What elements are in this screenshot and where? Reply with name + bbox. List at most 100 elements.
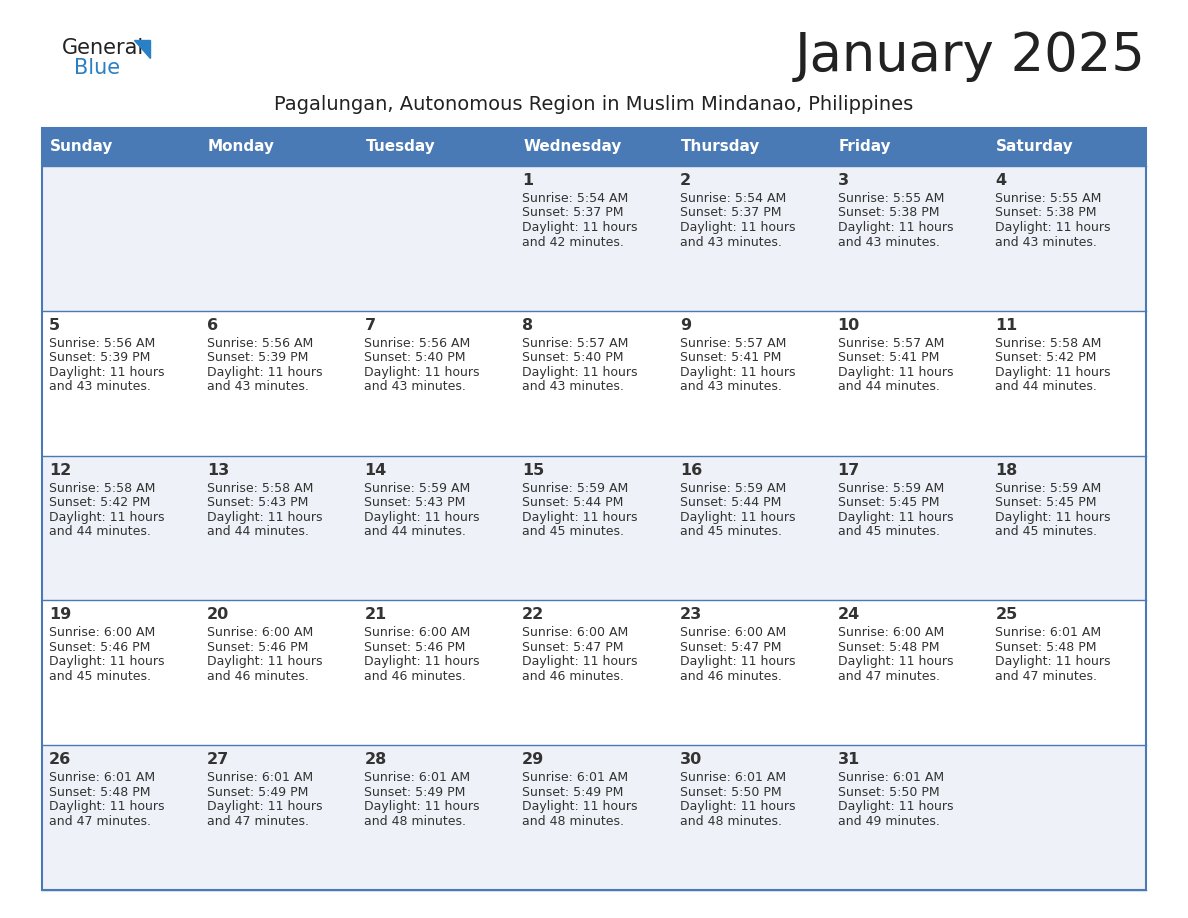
Text: Daylight: 11 hours: Daylight: 11 hours bbox=[680, 221, 795, 234]
Text: Daylight: 11 hours: Daylight: 11 hours bbox=[365, 365, 480, 379]
Text: 22: 22 bbox=[523, 608, 544, 622]
Text: Friday: Friday bbox=[839, 140, 891, 154]
Text: Sunset: 5:39 PM: Sunset: 5:39 PM bbox=[207, 352, 308, 364]
Text: Sunset: 5:47 PM: Sunset: 5:47 PM bbox=[523, 641, 624, 654]
Text: 1: 1 bbox=[523, 173, 533, 188]
Text: Sunset: 5:38 PM: Sunset: 5:38 PM bbox=[838, 207, 939, 219]
Text: Sunset: 5:48 PM: Sunset: 5:48 PM bbox=[49, 786, 151, 799]
Text: Sunset: 5:46 PM: Sunset: 5:46 PM bbox=[365, 641, 466, 654]
Text: 31: 31 bbox=[838, 752, 860, 767]
Text: Sunrise: 6:00 AM: Sunrise: 6:00 AM bbox=[523, 626, 628, 640]
Text: Blue: Blue bbox=[74, 58, 120, 78]
Text: Sunrise: 5:59 AM: Sunrise: 5:59 AM bbox=[523, 482, 628, 495]
Bar bbox=[42, 600, 1146, 745]
Text: Daylight: 11 hours: Daylight: 11 hours bbox=[207, 655, 322, 668]
Text: Sunset: 5:49 PM: Sunset: 5:49 PM bbox=[207, 786, 308, 799]
Text: and 47 minutes.: and 47 minutes. bbox=[838, 670, 940, 683]
Text: General: General bbox=[62, 38, 144, 58]
Text: 13: 13 bbox=[207, 463, 229, 477]
Text: Sunrise: 5:59 AM: Sunrise: 5:59 AM bbox=[996, 482, 1101, 495]
Text: and 46 minutes.: and 46 minutes. bbox=[365, 670, 467, 683]
Text: Sunrise: 5:58 AM: Sunrise: 5:58 AM bbox=[49, 482, 156, 495]
Bar bbox=[42, 745, 1146, 890]
Text: 18: 18 bbox=[996, 463, 1018, 477]
Text: Daylight: 11 hours: Daylight: 11 hours bbox=[523, 365, 638, 379]
Text: Daylight: 11 hours: Daylight: 11 hours bbox=[49, 365, 164, 379]
Text: and 43 minutes.: and 43 minutes. bbox=[523, 380, 624, 393]
Text: Daylight: 11 hours: Daylight: 11 hours bbox=[838, 365, 953, 379]
Text: 27: 27 bbox=[207, 752, 229, 767]
Bar bbox=[200, 128, 358, 166]
Bar bbox=[516, 128, 672, 166]
Text: 16: 16 bbox=[680, 463, 702, 477]
Text: and 45 minutes.: and 45 minutes. bbox=[523, 525, 624, 538]
Text: Sunrise: 5:54 AM: Sunrise: 5:54 AM bbox=[680, 192, 786, 205]
Text: Sunrise: 5:56 AM: Sunrise: 5:56 AM bbox=[49, 337, 156, 350]
Text: Sunset: 5:49 PM: Sunset: 5:49 PM bbox=[523, 786, 624, 799]
Text: 24: 24 bbox=[838, 608, 860, 622]
Text: and 43 minutes.: and 43 minutes. bbox=[680, 380, 782, 393]
Bar bbox=[672, 128, 830, 166]
Text: 6: 6 bbox=[207, 318, 217, 333]
Text: Sunrise: 5:54 AM: Sunrise: 5:54 AM bbox=[523, 192, 628, 205]
Text: Sunrise: 5:59 AM: Sunrise: 5:59 AM bbox=[838, 482, 943, 495]
Text: Wednesday: Wednesday bbox=[523, 140, 621, 154]
Text: Sunrise: 6:01 AM: Sunrise: 6:01 AM bbox=[523, 771, 628, 784]
Text: Sunrise: 6:01 AM: Sunrise: 6:01 AM bbox=[996, 626, 1101, 640]
Text: Sunset: 5:40 PM: Sunset: 5:40 PM bbox=[365, 352, 466, 364]
Text: Daylight: 11 hours: Daylight: 11 hours bbox=[207, 510, 322, 523]
Text: and 44 minutes.: and 44 minutes. bbox=[207, 525, 309, 538]
Text: Sunrise: 6:01 AM: Sunrise: 6:01 AM bbox=[365, 771, 470, 784]
Text: 9: 9 bbox=[680, 318, 691, 333]
Text: 26: 26 bbox=[49, 752, 71, 767]
Text: 4: 4 bbox=[996, 173, 1006, 188]
Text: Tuesday: Tuesday bbox=[366, 140, 435, 154]
Text: Sunrise: 6:00 AM: Sunrise: 6:00 AM bbox=[680, 626, 786, 640]
Text: 10: 10 bbox=[838, 318, 860, 333]
Text: 11: 11 bbox=[996, 318, 1018, 333]
Text: and 44 minutes.: and 44 minutes. bbox=[49, 525, 151, 538]
Text: 21: 21 bbox=[365, 608, 386, 622]
Text: and 46 minutes.: and 46 minutes. bbox=[523, 670, 624, 683]
Text: 5: 5 bbox=[49, 318, 61, 333]
Text: January 2025: January 2025 bbox=[795, 30, 1146, 82]
Bar bbox=[42, 128, 200, 166]
Text: Thursday: Thursday bbox=[681, 140, 760, 154]
Text: Pagalungan, Autonomous Region in Muslim Mindanao, Philippines: Pagalungan, Autonomous Region in Muslim … bbox=[274, 95, 914, 114]
Text: and 43 minutes.: and 43 minutes. bbox=[680, 236, 782, 249]
Text: Sunset: 5:44 PM: Sunset: 5:44 PM bbox=[680, 496, 782, 509]
Text: Daylight: 11 hours: Daylight: 11 hours bbox=[680, 510, 795, 523]
Bar bbox=[830, 128, 988, 166]
Text: Daylight: 11 hours: Daylight: 11 hours bbox=[680, 365, 795, 379]
Text: Sunrise: 6:01 AM: Sunrise: 6:01 AM bbox=[207, 771, 312, 784]
Text: Daylight: 11 hours: Daylight: 11 hours bbox=[49, 800, 164, 813]
Text: and 43 minutes.: and 43 minutes. bbox=[49, 380, 151, 393]
Text: and 43 minutes.: and 43 minutes. bbox=[996, 236, 1098, 249]
Text: 30: 30 bbox=[680, 752, 702, 767]
Text: Sunrise: 5:55 AM: Sunrise: 5:55 AM bbox=[996, 192, 1101, 205]
Text: 15: 15 bbox=[523, 463, 544, 477]
Text: Sunset: 5:37 PM: Sunset: 5:37 PM bbox=[680, 207, 782, 219]
Polygon shape bbox=[134, 40, 150, 58]
Text: Daylight: 11 hours: Daylight: 11 hours bbox=[838, 221, 953, 234]
Text: and 42 minutes.: and 42 minutes. bbox=[523, 236, 624, 249]
Text: Daylight: 11 hours: Daylight: 11 hours bbox=[523, 800, 638, 813]
Text: Sunrise: 5:57 AM: Sunrise: 5:57 AM bbox=[523, 337, 628, 350]
Text: Sunset: 5:50 PM: Sunset: 5:50 PM bbox=[680, 786, 782, 799]
Text: Daylight: 11 hours: Daylight: 11 hours bbox=[523, 510, 638, 523]
Text: and 47 minutes.: and 47 minutes. bbox=[996, 670, 1098, 683]
Text: Daylight: 11 hours: Daylight: 11 hours bbox=[838, 510, 953, 523]
Text: Sunrise: 5:59 AM: Sunrise: 5:59 AM bbox=[365, 482, 470, 495]
Text: and 48 minutes.: and 48 minutes. bbox=[680, 814, 782, 828]
Text: Sunrise: 5:55 AM: Sunrise: 5:55 AM bbox=[838, 192, 944, 205]
Bar bbox=[988, 128, 1146, 166]
Text: Sunset: 5:48 PM: Sunset: 5:48 PM bbox=[996, 641, 1097, 654]
Text: 17: 17 bbox=[838, 463, 860, 477]
Text: and 45 minutes.: and 45 minutes. bbox=[838, 525, 940, 538]
Text: Sunrise: 5:59 AM: Sunrise: 5:59 AM bbox=[680, 482, 786, 495]
Text: Daylight: 11 hours: Daylight: 11 hours bbox=[680, 655, 795, 668]
Text: Daylight: 11 hours: Daylight: 11 hours bbox=[365, 655, 480, 668]
Bar bbox=[42, 166, 1146, 311]
Text: Sunrise: 6:00 AM: Sunrise: 6:00 AM bbox=[49, 626, 156, 640]
Text: and 48 minutes.: and 48 minutes. bbox=[365, 814, 467, 828]
